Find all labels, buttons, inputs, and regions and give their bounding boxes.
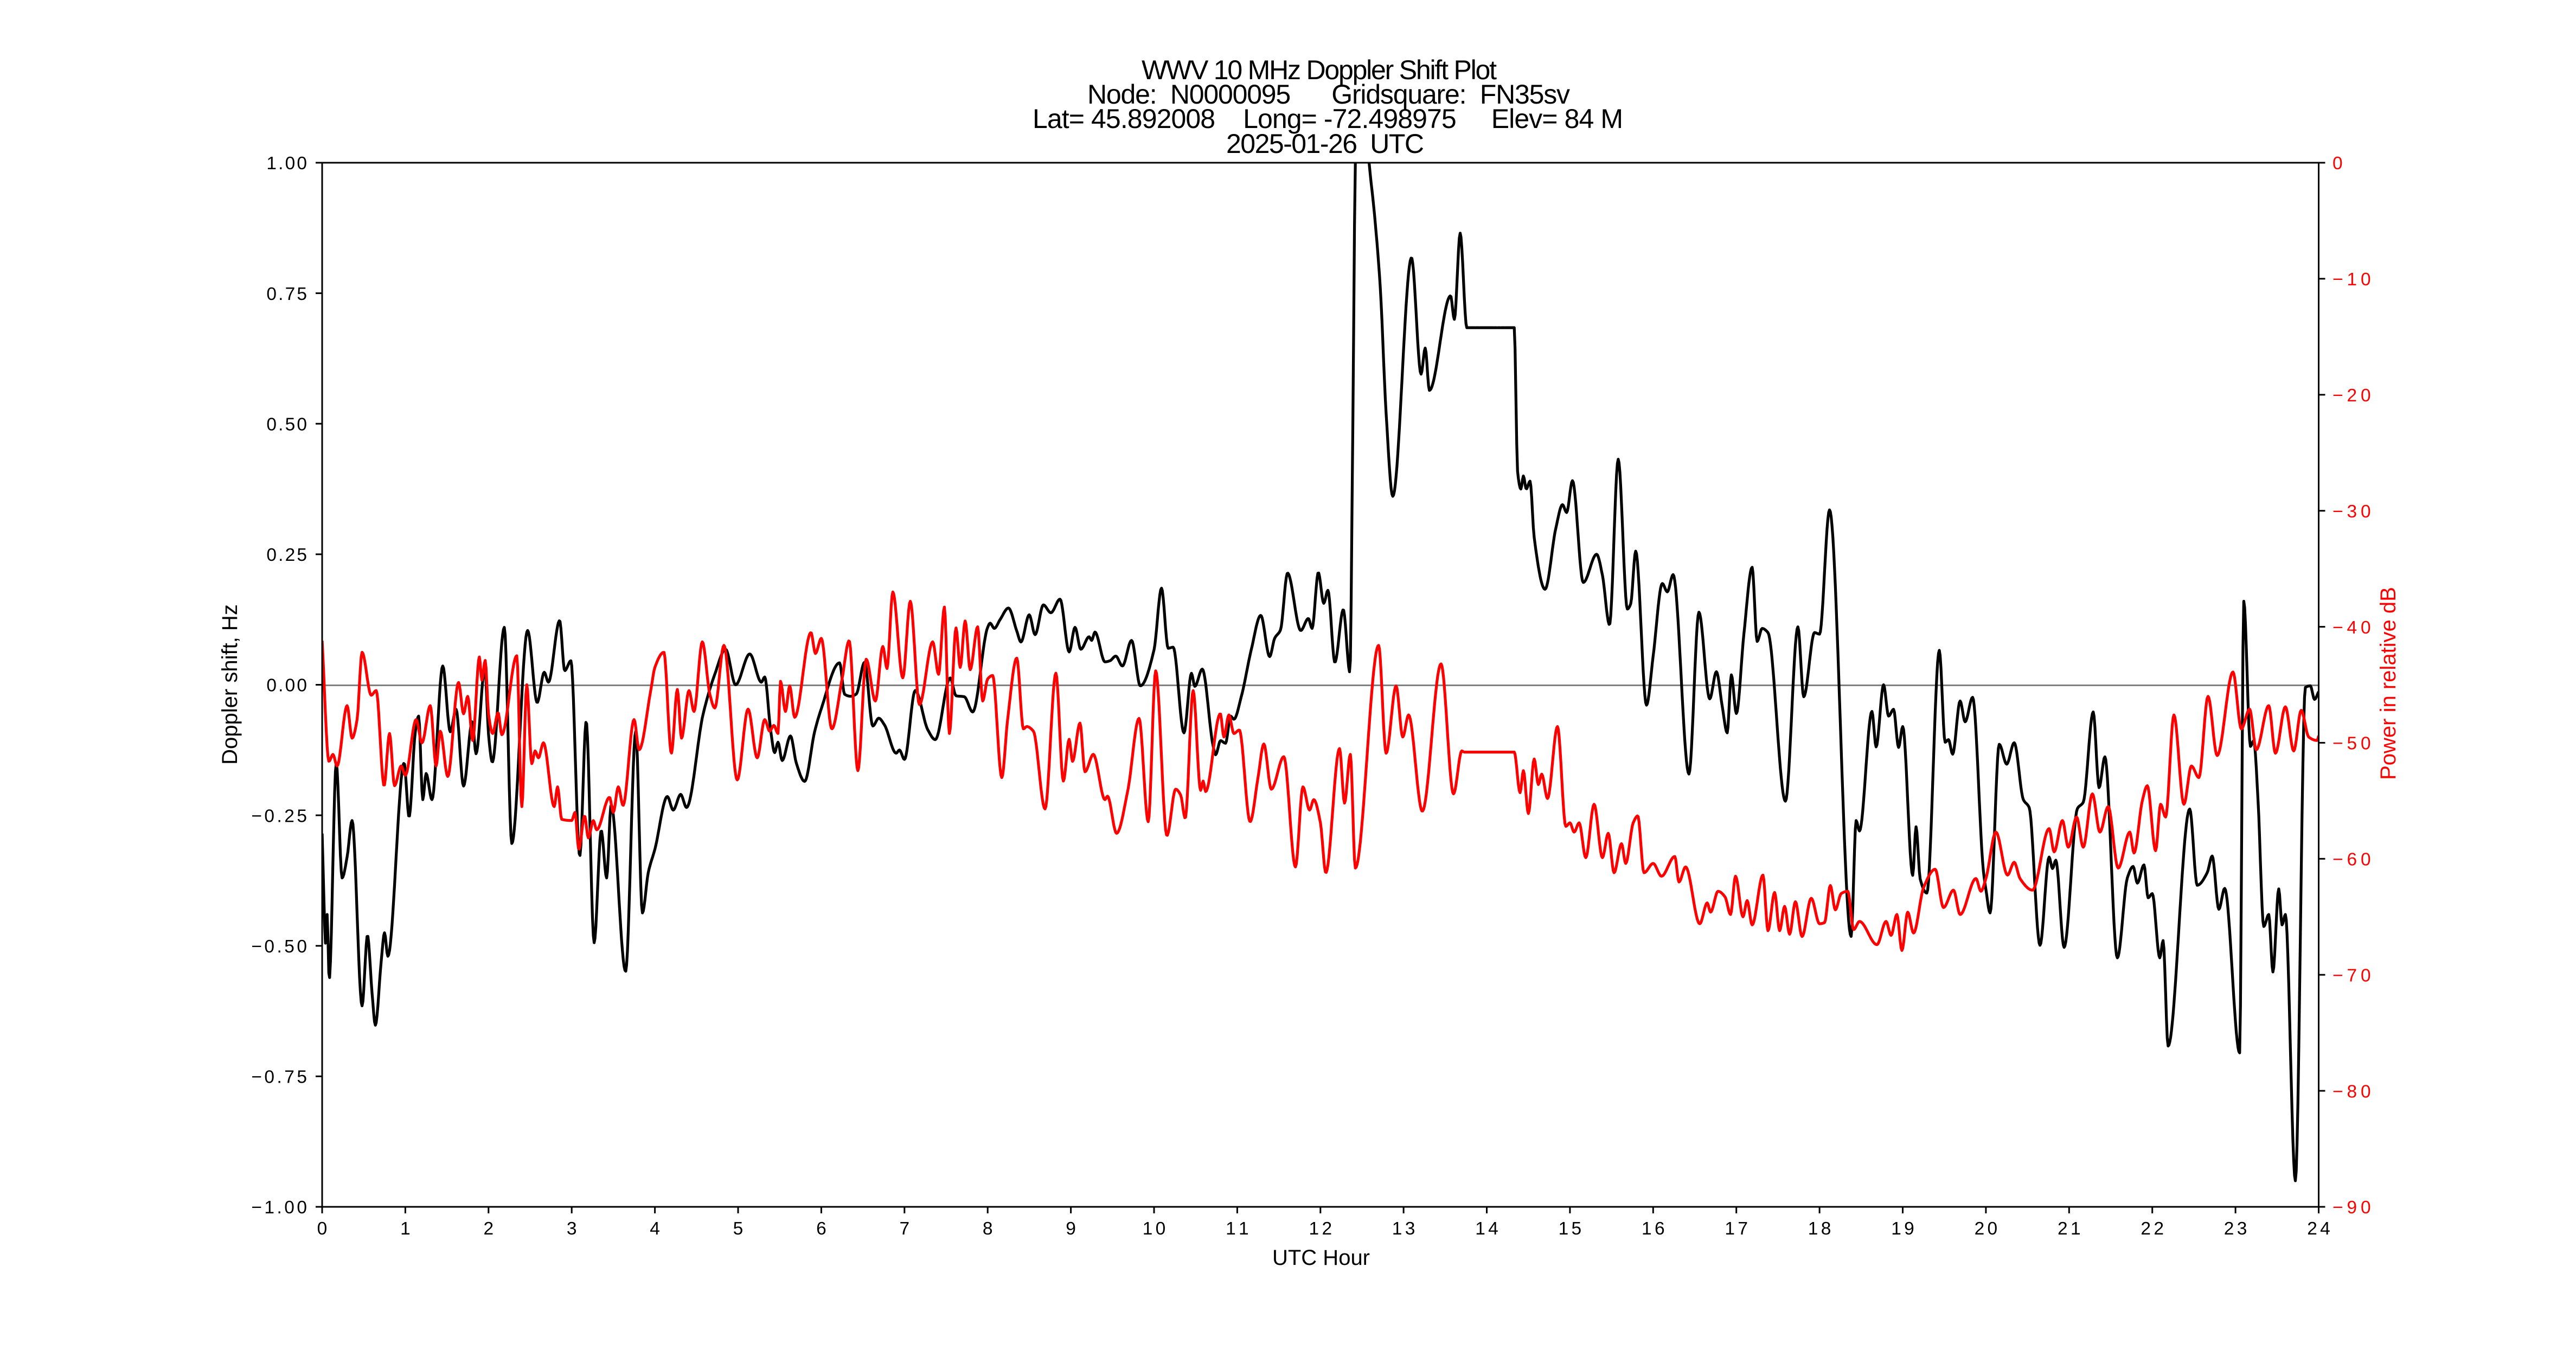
svg-text:0.50: 0.50 — [266, 415, 307, 435]
svg-text:16: 16 — [1642, 1219, 1665, 1239]
svg-text:21: 21 — [2058, 1219, 2081, 1239]
svg-text:10: 10 — [1143, 1219, 1166, 1239]
svg-text:0.00: 0.00 — [266, 676, 307, 696]
svg-text:−0.75: −0.75 — [251, 1067, 307, 1088]
svg-text:12: 12 — [1309, 1219, 1332, 1239]
svg-text:Node: N0000095 Gridsquar: Node: N0000095 Gridsquare: FN35sv — [1087, 79, 1570, 110]
svg-text:8: 8 — [983, 1219, 993, 1239]
svg-text:20: 20 — [1975, 1219, 1998, 1239]
svg-text:UTC Hour: UTC Hour — [1272, 1246, 1370, 1270]
svg-text:−10: −10 — [2333, 270, 2371, 290]
svg-text:0.75: 0.75 — [266, 284, 307, 304]
svg-text:19: 19 — [1891, 1219, 1914, 1239]
svg-text:18: 18 — [1808, 1219, 1831, 1239]
svg-text:1.00: 1.00 — [266, 153, 307, 174]
svg-text:−80: −80 — [2333, 1082, 2371, 1102]
svg-text:−70: −70 — [2333, 965, 2371, 986]
svg-text:11: 11 — [1226, 1219, 1249, 1239]
svg-text:Power in relative dB: Power in relative dB — [2376, 587, 2400, 780]
svg-text:0: 0 — [2333, 153, 2343, 174]
svg-text:−0.50: −0.50 — [251, 937, 307, 957]
svg-text:17: 17 — [1725, 1219, 1748, 1239]
svg-text:−0.25: −0.25 — [251, 806, 307, 826]
svg-text:23: 23 — [2224, 1219, 2247, 1239]
svg-text:1: 1 — [400, 1219, 411, 1239]
svg-text:6: 6 — [816, 1219, 826, 1239]
svg-text:−1.00: −1.00 — [251, 1198, 307, 1218]
svg-text:3: 3 — [567, 1219, 577, 1239]
svg-text:14: 14 — [1475, 1219, 1498, 1239]
svg-text:0: 0 — [317, 1219, 328, 1239]
svg-text:4: 4 — [650, 1219, 660, 1239]
svg-text:24: 24 — [2307, 1219, 2330, 1239]
svg-text:2: 2 — [483, 1219, 494, 1239]
svg-text:2025-01-26 UTC: 2025-01-26 UTC — [1226, 129, 1424, 159]
svg-text:15: 15 — [1559, 1219, 1582, 1239]
svg-text:−40: −40 — [2333, 618, 2371, 638]
svg-text:−30: −30 — [2333, 502, 2371, 522]
svg-text:−50: −50 — [2333, 734, 2371, 754]
svg-text:WWV 10 MHz Doppler Shift Plot: WWV 10 MHz Doppler Shift Plot — [1142, 55, 1497, 85]
svg-text:−60: −60 — [2333, 850, 2371, 870]
svg-text:7: 7 — [899, 1219, 909, 1239]
svg-text:Doppler shift, Hz: Doppler shift, Hz — [218, 604, 242, 765]
svg-text:−90: −90 — [2333, 1198, 2371, 1218]
svg-text:22: 22 — [2141, 1219, 2164, 1239]
svg-text:0.25: 0.25 — [266, 545, 307, 565]
svg-text:−20: −20 — [2333, 386, 2371, 406]
svg-text:Lat= 45.892008 Long= -72.49: Lat= 45.892008 Long= -72.498975 Elev= 84… — [1033, 104, 1623, 134]
svg-text:13: 13 — [1392, 1219, 1415, 1239]
svg-text:5: 5 — [733, 1219, 744, 1239]
svg-text:9: 9 — [1066, 1219, 1076, 1239]
